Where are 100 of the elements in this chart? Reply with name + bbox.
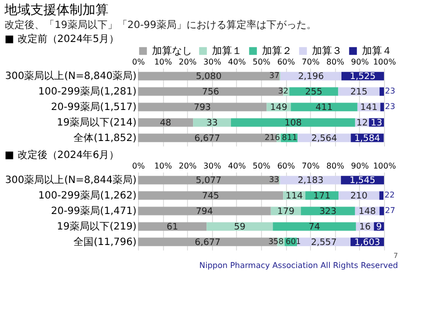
annotation: 2,183 [298, 176, 324, 186]
legend-label: 加算１ [212, 45, 242, 57]
annotation: 48 [160, 118, 172, 128]
x-tick-label: 90% [351, 162, 370, 170]
bar [138, 118, 194, 127]
bar [230, 118, 356, 127]
bar [138, 191, 284, 200]
text: 改定後、「19薬局以下」「20-99薬局」における算定率は下がった。 [4, 19, 316, 31]
x-tick-label: 30% [203, 58, 222, 66]
x-tick-label: 70% [302, 162, 320, 170]
x-tick-label: 80% [326, 58, 345, 66]
bar [138, 222, 207, 231]
annotation: 149 [270, 103, 288, 113]
x-tick-label: 20% [178, 58, 197, 66]
annotation: 22 [384, 190, 395, 200]
annotation: 27 [385, 206, 396, 215]
y-tick-label: 300薬局以上(N=8,844薬局) [5, 174, 137, 186]
y-tick-label: 100-299薬局(1,262) [38, 190, 137, 202]
bar [380, 87, 384, 96]
annotation: 33 [206, 118, 218, 128]
x-tick-label: 0% [132, 162, 146, 170]
annotation: 37 [269, 71, 280, 80]
annotation: 23 [385, 102, 396, 111]
annotation: 1,525 [350, 72, 376, 82]
annotation: 215 [350, 88, 368, 98]
annotation: 5,080 [196, 72, 222, 82]
y-tick-label: 19薬局以下(219) [56, 220, 137, 232]
annotation: 1,584 [354, 134, 380, 144]
x-tick-label: 90% [351, 58, 370, 66]
x-tick-label: 80% [326, 162, 345, 170]
bar [138, 176, 280, 184]
annotation: 411 [316, 103, 333, 113]
x-tick-label: 10% [154, 162, 172, 170]
annotation: 323 [319, 207, 337, 217]
annotation: 23 [385, 86, 396, 96]
x-tick-label: 100% [373, 162, 396, 170]
annotation: 5,077 [196, 176, 222, 186]
x-tick-label: 60% [277, 58, 296, 66]
y-tick-label: 全体(11,852) [74, 132, 137, 144]
annotation: 756 [202, 88, 220, 98]
x-tick-label: 20% [178, 162, 197, 170]
annotation: 74 [308, 222, 320, 232]
annotation: 141 [360, 103, 378, 113]
y-tick-label: 300薬局以上(N=8,840薬局) [5, 70, 137, 82]
x-tick-label: 70% [302, 58, 320, 66]
annotation: 12 [356, 118, 368, 128]
bar [138, 72, 280, 80]
annotation: 33 [269, 175, 280, 184]
x-tick-label: 100% [373, 58, 396, 66]
annotation: 114 [286, 192, 304, 202]
x-tick-label: 10% [154, 58, 172, 66]
x-tick-label: 60% [277, 162, 296, 170]
bar [206, 222, 273, 231]
y-tick-label: 全国(11,796) [74, 236, 137, 248]
legend-label: 加算３ [312, 45, 342, 57]
annotation: 59 [234, 222, 246, 232]
annotation: 32 [278, 86, 288, 96]
annotation: 2,557 [310, 238, 337, 248]
y-tick-label: 20-99薬局(1,471) [51, 205, 137, 217]
annotation: 108 [284, 118, 302, 128]
x-tick-label: 40% [228, 162, 246, 170]
annotation: 2,564 [311, 134, 338, 144]
text: Nippon Pharmacy Association All Rights Reserved [199, 261, 398, 270]
x-tick-label: 50% [252, 58, 271, 66]
bar [272, 222, 356, 231]
annotation: 2,196 [298, 72, 324, 82]
annotation: 210 [350, 192, 368, 202]
annotation: 255 [305, 88, 322, 98]
annotation: 794 [196, 207, 214, 217]
annotation: 811 [282, 132, 298, 142]
text: 地域支援体制加算 [4, 3, 109, 18]
bar [380, 206, 384, 216]
x-tick-label: 50% [252, 162, 271, 170]
chart-title: ■ 改定前（2024年5月） [4, 33, 120, 45]
annotation: 13 [370, 118, 382, 128]
y-tick-label: 100-299薬局(1,281) [38, 86, 137, 98]
x-tick-label: 30% [203, 162, 222, 170]
annotation: 6,677 [194, 134, 220, 144]
annotation: 216 [264, 132, 280, 142]
chart-title: ■ 改定後（2024年6月） [4, 149, 120, 161]
bar [380, 102, 384, 112]
annotation: 148 [358, 207, 376, 217]
x-tick-label: 40% [228, 58, 246, 66]
annotation: 793 [194, 103, 211, 113]
annotation: 16 [359, 222, 371, 232]
annotation: 1,545 [350, 176, 376, 186]
y-tick-label: 20-99薬局(1,517) [51, 101, 137, 113]
bar [379, 191, 384, 200]
legend-label: 加算２ [262, 45, 292, 57]
y-tick-label: 19薬局以下(214) [56, 116, 137, 128]
annotation: 179 [277, 207, 295, 217]
annotation: 61 [166, 222, 178, 232]
annotation: 358 [268, 236, 284, 246]
legend-label: 加算４ [362, 45, 392, 57]
annotation: 171 [313, 192, 330, 202]
annotation: 9 [376, 222, 382, 232]
annotation: 745 [202, 192, 220, 202]
annotation: 1,603 [354, 238, 380, 248]
x-tick-label: 0% [132, 58, 146, 66]
legend-label: 加算なし [152, 45, 192, 57]
